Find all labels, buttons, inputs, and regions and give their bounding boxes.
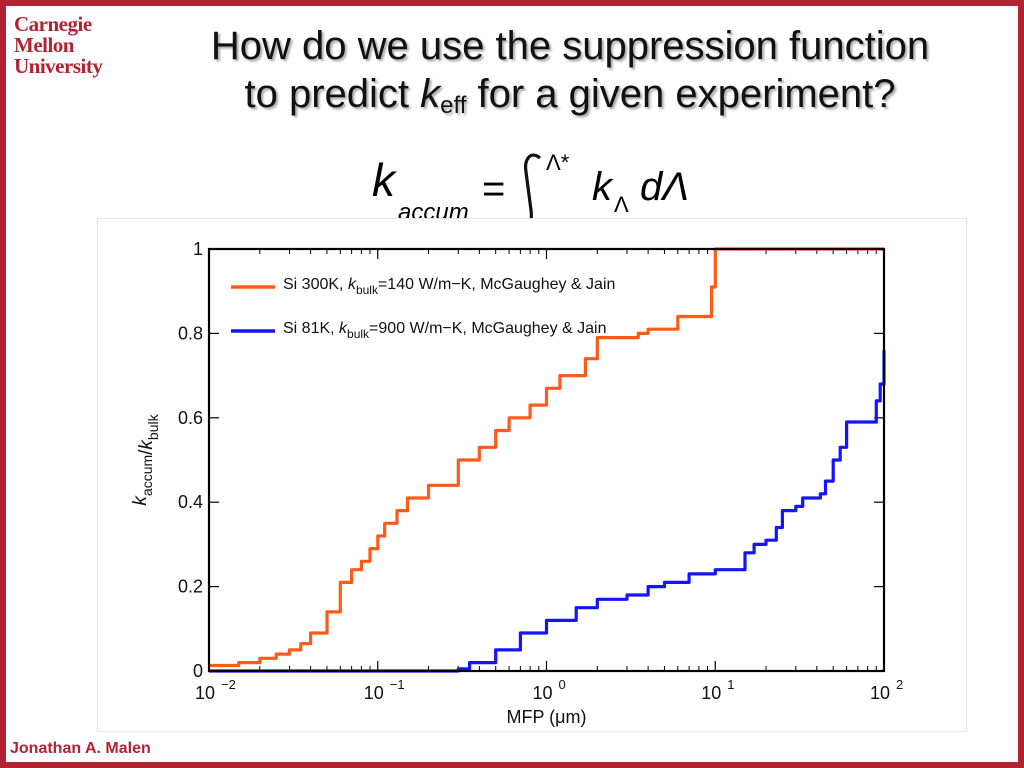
formula-integrand-k: k: [592, 165, 614, 209]
y-tick-label: 0.6: [178, 408, 203, 428]
title-line-2-start: to predict: [244, 72, 421, 116]
axes-layer: [208, 248, 885, 672]
x-tick-label: 10: [532, 683, 552, 703]
y-tick-label: 0.4: [178, 492, 203, 512]
y-tick-label: 0.8: [178, 323, 203, 343]
logo-line-2: Mellon: [14, 33, 75, 57]
slide-title: How do we use the suppression function t…: [140, 22, 1000, 130]
formula-integrand-subscript: Λ: [614, 192, 629, 217]
x-tick-label: 10: [195, 683, 215, 703]
accumulation-chart: Si 300K, kbulk=140 W/m−K, McGaughey & Ja…: [130, 239, 903, 727]
title-line-2-end: for a given experiment?: [466, 72, 896, 116]
chart-legend: Si 300K, kbulk=140 W/m−K, McGaughey & Ja…: [231, 276, 615, 341]
title-k-symbol: k: [420, 72, 441, 116]
logo-line-1: Carnegie: [14, 12, 92, 36]
legend-label-1: Si 300K, kbulk=140 W/m−K, McGaughey & Ja…: [283, 276, 615, 297]
formula-lhs-k: k: [372, 154, 397, 206]
x-tick-exponent: −2: [221, 677, 236, 692]
logo-line-3: University: [14, 54, 103, 78]
university-logo: Carnegie Mellon University: [14, 12, 103, 78]
x-tick-exponent: 0: [559, 677, 566, 692]
y-axis-label: kaccum/kbulk: [130, 413, 161, 505]
y-tick-label: 1: [193, 239, 203, 259]
plot-area: Si 300K, kbulk=140 W/m−K, McGaughey & Ja…: [97, 218, 967, 732]
x-tick-exponent: 2: [896, 677, 903, 692]
x-tick-label: 10: [870, 683, 890, 703]
y-tick-label: 0: [193, 661, 203, 681]
legend-label-2: Si 81K, kbulk=900 W/m−K, McGaughey & Jai…: [283, 320, 607, 341]
series-line-1: [209, 247, 884, 668]
title-line-1: How do we use the suppression function: [210, 24, 930, 68]
title-line-2: to predict keff for a given experiment?: [140, 70, 1000, 130]
title-k-subscript: eff: [440, 92, 467, 119]
formula-differential: dΛ: [640, 165, 689, 209]
x-axis-label: MFP (μm): [506, 707, 586, 727]
formula-equals: =: [482, 167, 505, 211]
formula-upper-limit: Λ*: [546, 150, 570, 175]
plot-frame: [207, 247, 886, 673]
series-layer: [209, 247, 886, 673]
x-tick-exponent: 1: [727, 677, 734, 692]
x-tick-label: 10: [364, 683, 384, 703]
x-tick-label: 10: [701, 683, 721, 703]
x-tick-exponent: −1: [390, 677, 405, 692]
y-tick-label: 0.2: [178, 577, 203, 597]
series-line-2: [209, 350, 886, 673]
author-footer: Jonathan A. Malen: [10, 740, 151, 757]
